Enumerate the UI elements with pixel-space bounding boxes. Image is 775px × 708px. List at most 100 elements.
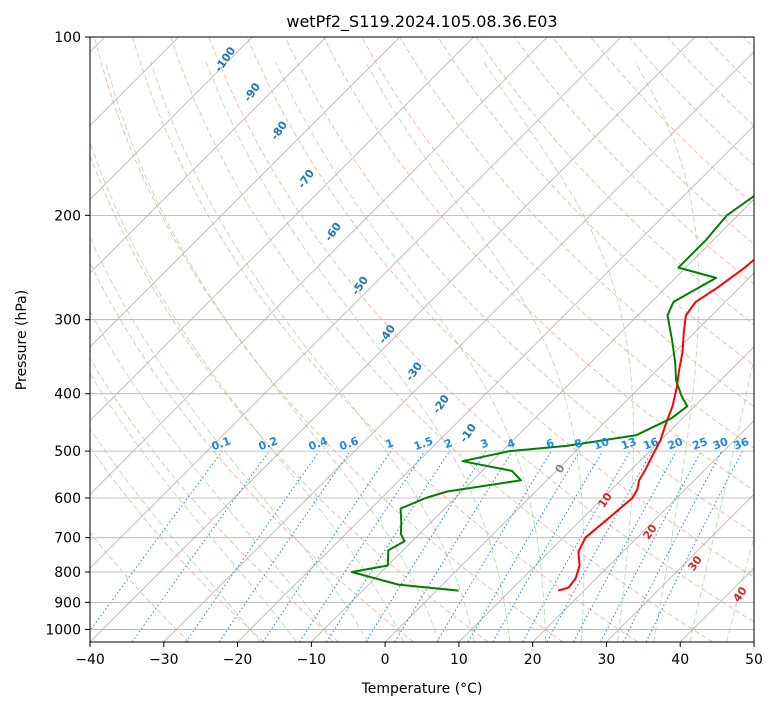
- mixing-ratio-label: 3: [479, 436, 491, 451]
- y-tick-label: 800: [54, 565, 81, 581]
- isotherm-line: [90, 37, 548, 495]
- dry-adiabat-line: [208, 37, 754, 623]
- y-tick-label: 600: [54, 491, 81, 507]
- mixing-ratio-label: 2: [442, 436, 454, 451]
- isotherm-line: [90, 37, 622, 569]
- dry-adiabat-line: [90, 446, 265, 642]
- mixing-ratio-label: 30: [711, 435, 730, 453]
- moist-adiabat-line: [90, 427, 261, 642]
- y-tick-label: 900: [54, 595, 81, 611]
- dry-adiabat-line: [284, 37, 754, 535]
- mixing-ratio-label: 0.1: [210, 434, 233, 453]
- isotherm-line: [606, 493, 754, 642]
- dry-adiabat-line: [437, 37, 754, 366]
- moist-adiabat-line: [634, 61, 700, 642]
- y-tick-label: 200: [54, 208, 81, 224]
- y-tick-label: 100: [54, 30, 81, 46]
- x-tick-label: 40: [671, 652, 689, 668]
- dry-adiabat-line: [90, 531, 190, 642]
- isotherm-line: [90, 37, 401, 348]
- dry-adiabat-line: [361, 37, 754, 449]
- moist-adiabat-line: [90, 236, 369, 642]
- mixing-ratio-line: [394, 450, 513, 642]
- y-axis: 100 200 300 400 500 600 700 800 900 1000: [45, 30, 90, 638]
- mixing-ratio-label: 25: [691, 435, 710, 452]
- background-lines: [90, 37, 754, 642]
- moist-adiabat-line: [483, 61, 635, 642]
- mixing-ratio-line: [262, 450, 392, 642]
- mixing-ratio-line: [299, 450, 426, 642]
- temperature-profile: [557, 258, 754, 592]
- mixing-ratio-label: 4: [505, 436, 517, 451]
- plot-frame: [89, 36, 755, 643]
- mixing-ratio-label: 36: [732, 435, 751, 453]
- mixing-ratio-label: 16: [642, 435, 661, 453]
- dry-adiabat-line: [93, 37, 564, 642]
- moist-adiabat-line: [205, 61, 511, 642]
- dry-adiabat-line: [90, 154, 489, 642]
- mixing-ratio-line: [325, 450, 450, 642]
- mixing-ratio-line: [573, 450, 677, 642]
- x-tick-label: −10: [297, 652, 327, 668]
- moist-adiabat-line: [104, 61, 440, 642]
- dry-adiabat-line: [90, 357, 339, 642]
- moist-adiabat-line: [150, 61, 475, 642]
- mixing-ratio-label: 0.4: [307, 434, 330, 453]
- dry-adiabat-line: [90, 262, 414, 642]
- mixing-ratio-line: [185, 450, 320, 642]
- mixing-ratio-label: 1.5: [412, 434, 435, 453]
- mixing-ratio-line: [218, 450, 351, 642]
- mixing-ratio-label: 13: [619, 435, 638, 452]
- isotherm-line: [90, 37, 253, 200]
- isotherm-line: [90, 37, 327, 274]
- mixing-ratio-label: 1: [384, 436, 396, 451]
- x-axis-title: Temperature (°C): [361, 681, 483, 697]
- x-axis: −40 −30 −20 −10 0 10 20 30 40 50: [75, 642, 763, 668]
- chart-title: wetPf2_S119.2024.105.08.36.E03: [286, 12, 557, 32]
- mixing-ratio-line: [131, 450, 270, 642]
- y-tick-label: 700: [54, 531, 81, 547]
- moist-adiabat-line: [90, 141, 405, 642]
- y-axis-title: Pressure (hPa): [14, 290, 30, 390]
- mixing-ratio-label: 8: [573, 436, 585, 451]
- mixing-ratio-line: [645, 450, 743, 642]
- isotherm-line: [163, 51, 754, 642]
- dry-adiabat-line: [170, 37, 713, 642]
- isotherm-line: [532, 420, 754, 642]
- moist-adiabat-line: [689, 356, 754, 642]
- y-tick-label: 1000: [45, 622, 81, 638]
- dry-adiabat-line: [132, 37, 639, 642]
- mixing-ratio-line: [546, 450, 653, 642]
- isotherm-line: [90, 37, 696, 642]
- y-tick-label: 500: [54, 444, 81, 460]
- isotherm-line: [384, 272, 754, 642]
- x-tick-label: 30: [598, 652, 616, 668]
- isotherm-line: [237, 125, 754, 642]
- x-tick-label: 0: [381, 652, 390, 668]
- mixing-ratio-label: 6: [544, 436, 556, 451]
- x-tick-label: 20: [524, 652, 542, 668]
- moist-adiabat-line: [364, 61, 585, 642]
- mixing-ratio-line: [90, 450, 223, 632]
- y-tick-label: 400: [54, 387, 81, 403]
- x-tick-label: −40: [75, 652, 105, 668]
- mixing-ratio-label: 0.6: [338, 434, 361, 453]
- series-layer: [350, 194, 754, 592]
- y-tick-label: 300: [54, 313, 81, 329]
- isotherm-line: [458, 346, 754, 642]
- x-tick-label: 50: [745, 652, 763, 668]
- mixing-ratio-label: 10: [592, 435, 611, 453]
- x-tick-label: −30: [149, 652, 179, 668]
- x-tick-label: 10: [450, 652, 468, 668]
- mixing-ratio-line: [522, 450, 631, 642]
- isotherm-line: [90, 37, 474, 422]
- dewpoint-profile: [350, 194, 754, 592]
- dry-adiabat-line: [323, 37, 754, 492]
- mixing-ratio-label: 20: [666, 435, 685, 453]
- moist-adiabat-line: [90, 310, 333, 642]
- x-tick-label: −20: [223, 652, 253, 668]
- mixing-ratio-label: 0.2: [257, 434, 280, 453]
- moist-adiabat-line: [274, 61, 547, 642]
